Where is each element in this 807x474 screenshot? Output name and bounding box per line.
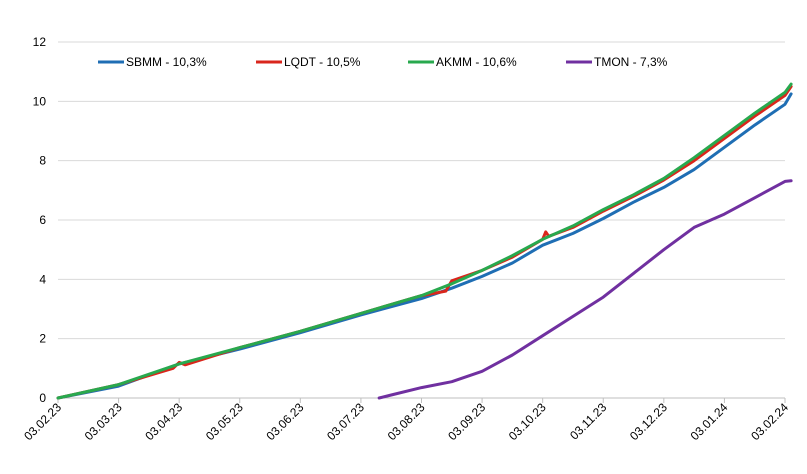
y-tick-label: 4 <box>39 272 46 286</box>
x-tick-label: 03.02.24 <box>748 400 791 443</box>
legend-label: SBMM - 10,3% <box>126 55 207 69</box>
y-tick-label: 0 <box>39 391 46 405</box>
series-line-sbmm <box>56 92 793 400</box>
x-tick-label: 03.03.23 <box>82 400 125 443</box>
x-tick-label: 03.05.23 <box>203 400 246 443</box>
x-tick-label: 03.09.23 <box>445 400 488 443</box>
x-tick-label: 03.07.23 <box>324 400 367 443</box>
legend: SBMM - 10,3% LQDT - 10,5% AKMM - 10,6% TMON… <box>98 55 668 69</box>
y-tick-label: 2 <box>39 332 46 346</box>
series-line-tmon <box>377 179 793 400</box>
x-tick-label: 03.11.23 <box>567 400 610 443</box>
gridlines <box>58 41 785 340</box>
series-lines <box>56 82 793 400</box>
x-tick-label: 03.12.23 <box>627 400 670 443</box>
x-tick-label: 03.08.23 <box>385 400 428 443</box>
x-tick-label: 03.06.23 <box>264 400 307 443</box>
x-tick-label: 03.04.23 <box>142 400 185 443</box>
legend-label: TMON - 7,3% <box>594 55 668 69</box>
legend-label: AKMM - 10,6% <box>436 55 517 69</box>
y-tick-label: 10 <box>33 94 47 108</box>
x-tick-label: 03.10.23 <box>506 400 549 443</box>
x-tick-label: 03.02.23 <box>21 400 64 443</box>
x-tick-label: 03.01.24 <box>688 400 731 443</box>
series-line-lqdt <box>56 85 793 400</box>
y-tick-label: 8 <box>39 154 46 168</box>
y-tick-label: 6 <box>39 213 46 227</box>
legend-label: LQDT - 10,5% <box>284 55 361 69</box>
series-line-akmm <box>56 82 793 400</box>
y-tick-label: 12 <box>33 35 47 49</box>
